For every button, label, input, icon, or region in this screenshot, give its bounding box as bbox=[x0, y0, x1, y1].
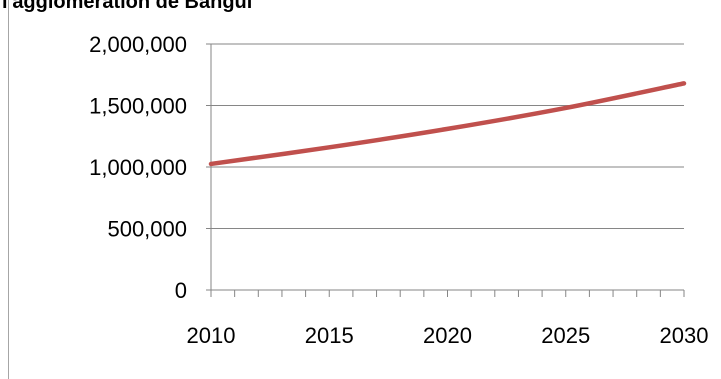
x-tick-label: 2030 bbox=[660, 323, 709, 348]
y-tick-label: 0 bbox=[175, 278, 187, 303]
axes bbox=[206, 43, 685, 297]
series-line bbox=[208, 81, 687, 167]
x-tick-labels: 2010 2015 2020 2025 2030 bbox=[187, 323, 709, 348]
chart-title: l'agglomération de Bangui bbox=[2, 0, 252, 13]
series-group bbox=[208, 81, 687, 167]
x-tick-label: 2020 bbox=[423, 323, 472, 348]
y-tick-label: 1,500,000 bbox=[89, 94, 187, 119]
x-tick-label: 2010 bbox=[187, 323, 236, 348]
y-tick-label: 500,000 bbox=[107, 217, 187, 242]
y-tick-label: 1,000,000 bbox=[89, 155, 187, 180]
x-tick-label: 2025 bbox=[541, 323, 590, 348]
gridlines bbox=[211, 43, 684, 229]
y-tick-label: 2,000,000 bbox=[89, 32, 187, 57]
y-tick-labels: 0 500,000 1,000,000 1,500,000 2,000,000 bbox=[89, 32, 187, 303]
x-tick-label: 2015 bbox=[305, 323, 354, 348]
